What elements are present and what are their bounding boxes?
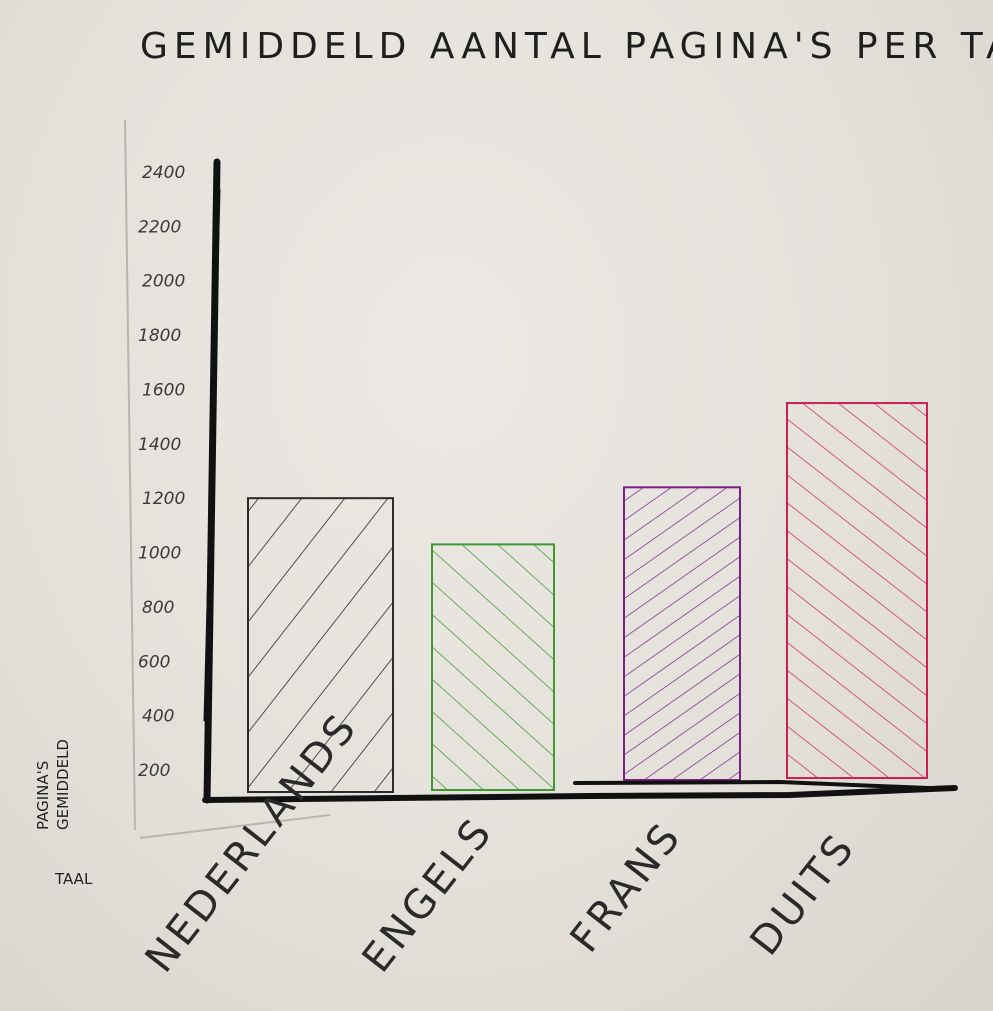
y-tick-label: 1600 (142, 380, 185, 400)
y-tick-label: 400 (142, 707, 174, 727)
bar-nederlands (247, 497, 394, 793)
pencil-y-guide (124, 119, 136, 831)
x-axis-overstroke (573, 779, 954, 791)
chart-title: GEMIDDELD AANTAL PAGINA'S PER TAAL (140, 26, 993, 67)
y-tick-label: 1200 (142, 489, 185, 509)
y-tick-label: 200 (138, 761, 170, 781)
y-tick-label: 2400 (142, 163, 185, 183)
y-tick-label: 800 (142, 598, 174, 618)
y-axis-label-line2: GEMIDDELD (54, 739, 72, 830)
category-label-duits: DUITS (742, 824, 865, 964)
y-axis-overstroke (203, 188, 221, 722)
x-axis-label: TAAL (54, 870, 93, 888)
category-label-engels: ENGELS (354, 809, 503, 982)
y-tick-label: 1000 (138, 544, 181, 564)
y-tick-label: 1800 (138, 326, 181, 346)
y-tick-label: 2000 (142, 272, 185, 292)
y-tick-label: 1400 (138, 435, 181, 455)
y-tick-label: 2200 (138, 217, 181, 237)
x-axis (202, 785, 958, 803)
bar-duits (786, 402, 928, 779)
bar-frans (623, 486, 741, 781)
bars (247, 402, 928, 793)
y-tick-labels: 2400 2200 2000 1800 1600 1400 1200 1000 800 600 40… (138, 163, 185, 781)
y-axis-label-line1: PAGINA'S (34, 761, 52, 830)
y-tick-label: 600 (138, 652, 170, 672)
category-label-frans: FRANS (562, 813, 692, 961)
pencil-x-guide (139, 814, 331, 839)
bar-engels (431, 543, 555, 792)
